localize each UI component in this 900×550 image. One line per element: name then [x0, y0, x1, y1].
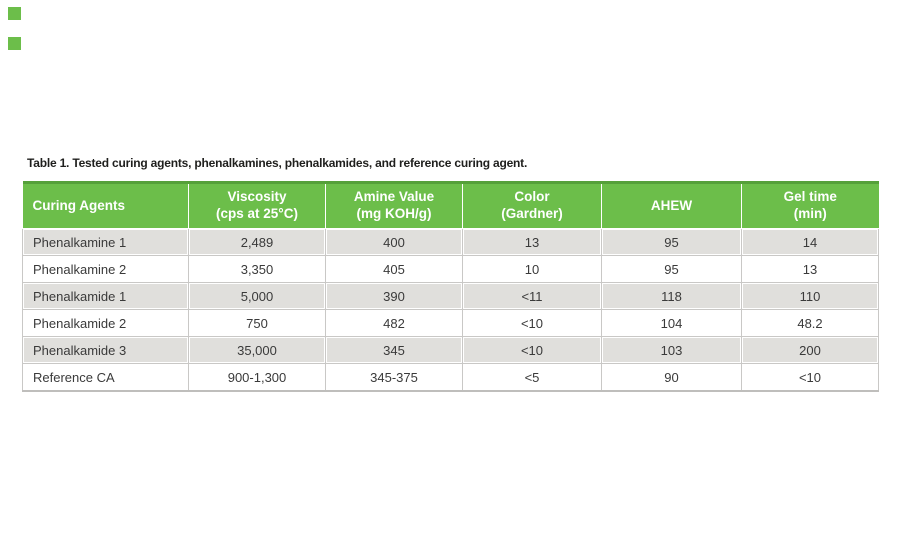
table-row: Reference CA 900-1,300 345-375 <5 90 <10 [22, 363, 879, 392]
column-header-gel-time: Gel time (min) [741, 181, 879, 229]
column-header-sublabel: (Gardner) [501, 206, 563, 221]
column-header-viscosity: Viscosity (cps at 25°C) [188, 181, 326, 229]
table-row: Phenalkamide 3 35,000 345 <10 103 200 [22, 336, 879, 364]
cell-agent: Phenalkamine 2 [22, 255, 189, 283]
cell-ahew: 103 [601, 336, 742, 364]
cell-amine-value: 345-375 [325, 363, 463, 392]
cell-color: <5 [462, 363, 602, 392]
cell-viscosity: 35,000 [188, 336, 326, 364]
column-header-curing-agents: Curing Agents [22, 181, 189, 229]
column-header-sublabel: (cps at 25°C) [216, 206, 298, 221]
table-row: Phenalkamine 1 2,489 400 13 95 14 [22, 228, 879, 256]
cell-ahew: 95 [601, 255, 742, 283]
table-caption: Table 1. Tested curing agents, phenalkam… [27, 156, 528, 170]
column-header-label: AHEW [650, 197, 693, 213]
cell-amine-value: 482 [325, 309, 463, 337]
curing-agents-table: Curing Agents Viscosity (cps at 25°C) Am… [22, 181, 879, 392]
green-square-marker-1 [8, 7, 21, 20]
cell-viscosity: 5,000 [188, 282, 326, 310]
cell-color: 13 [462, 228, 602, 256]
cell-gel-time: 48.2 [741, 309, 879, 337]
cell-ahew: 118 [601, 282, 742, 310]
cell-ahew: 90 [601, 363, 742, 392]
cell-agent: Phenalkamide 3 [22, 336, 189, 364]
column-header-label: Viscosity [227, 189, 287, 205]
cell-agent: Reference CA [22, 363, 189, 392]
cell-viscosity: 900-1,300 [188, 363, 326, 392]
header-row: Curing Agents Viscosity (cps at 25°C) Am… [22, 181, 879, 229]
cell-ahew: 95 [601, 228, 742, 256]
cell-viscosity: 2,489 [188, 228, 326, 256]
table-row: Phenalkamide 1 5,000 390 <11 118 110 [22, 282, 879, 310]
table-row: Phenalkamine 2 3,350 405 10 95 13 [22, 255, 879, 283]
cell-amine-value: 390 [325, 282, 463, 310]
column-header-sublabel: (min) [793, 206, 827, 221]
table-row: Phenalkamide 2 750 482 <10 104 48.2 [22, 309, 879, 337]
column-header-label: Gel time [783, 189, 837, 205]
cell-color: 10 [462, 255, 602, 283]
cell-viscosity: 750 [188, 309, 326, 337]
cell-gel-time: 110 [741, 282, 879, 310]
cell-agent: Phenalkamine 1 [22, 228, 189, 256]
cell-ahew: 104 [601, 309, 742, 337]
cell-amine-value: 405 [325, 255, 463, 283]
cell-agent: Phenalkamide 1 [22, 282, 189, 310]
column-header-label: Amine Value [353, 189, 435, 205]
column-header-amine-value: Amine Value (mg KOH/g) [325, 181, 463, 229]
column-header-color: Color (Gardner) [462, 181, 602, 229]
cell-color: <10 [462, 336, 602, 364]
cell-amine-value: 400 [325, 228, 463, 256]
cell-gel-time: 14 [741, 228, 879, 256]
cell-color: <11 [462, 282, 602, 310]
column-header-ahew: AHEW [601, 181, 742, 229]
cell-agent: Phenalkamide 2 [22, 309, 189, 337]
column-header-label: Curing Agents [32, 197, 126, 213]
cell-amine-value: 345 [325, 336, 463, 364]
cell-gel-time: 13 [741, 255, 879, 283]
green-square-marker-2 [8, 37, 21, 50]
cell-color: <10 [462, 309, 602, 337]
cell-gel-time: 200 [741, 336, 879, 364]
column-header-sublabel: (mg KOH/g) [356, 206, 432, 221]
cell-gel-time: <10 [741, 363, 879, 392]
column-header-label: Color [514, 189, 550, 205]
cell-viscosity: 3,350 [188, 255, 326, 283]
